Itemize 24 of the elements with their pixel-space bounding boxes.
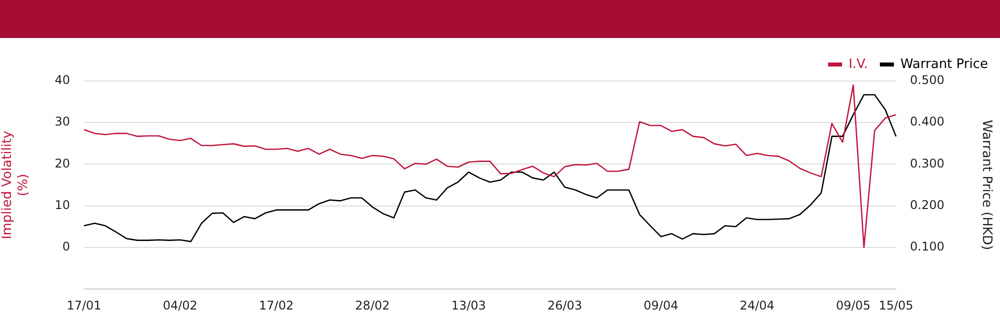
x-tick-label: 09/05 [836, 298, 871, 312]
x-tick-label: 17/02 [259, 298, 294, 312]
x-tick-label: 17/01 [66, 298, 102, 312]
y-tick-label: 10 [54, 198, 70, 212]
x-tick-label: 26/03 [547, 298, 582, 312]
y2-tick-label: 0.400 [910, 114, 944, 129]
y2-tick-label: 0.100 [910, 240, 944, 254]
x-tick-label: 04/02 [162, 298, 198, 312]
y-tick-label: 0 [62, 240, 70, 254]
y-tick-label: 40 [54, 73, 70, 88]
legend-label: I.V. [848, 56, 868, 72]
legend-label: Warrant Price [900, 56, 988, 72]
x-tick-label: 28/02 [355, 298, 390, 312]
x-tick-label: 13/03 [451, 298, 486, 312]
y-tick-label: 20 [54, 156, 70, 170]
x-tick-label: 24/04 [740, 298, 774, 312]
y2-tick-label: 0.500 [910, 73, 944, 88]
x-tick-label: 15/05 [878, 298, 914, 312]
y-axis-title: Implied Volatility (%) [0, 130, 31, 240]
y2-tick-label: 0.300 [910, 156, 944, 170]
y2-axis-title: Warrant Price (HKD) [978, 120, 994, 250]
y-tick-label: 30 [54, 114, 70, 129]
x-tick-label: 09/04 [644, 298, 678, 312]
y2-tick-label: 0.200 [910, 198, 944, 212]
